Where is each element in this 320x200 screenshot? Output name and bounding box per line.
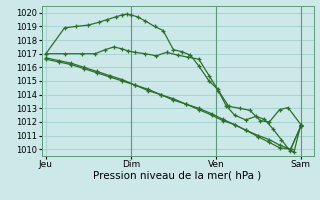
X-axis label: Pression niveau de la mer( hPa ): Pression niveau de la mer( hPa ) — [93, 171, 262, 181]
